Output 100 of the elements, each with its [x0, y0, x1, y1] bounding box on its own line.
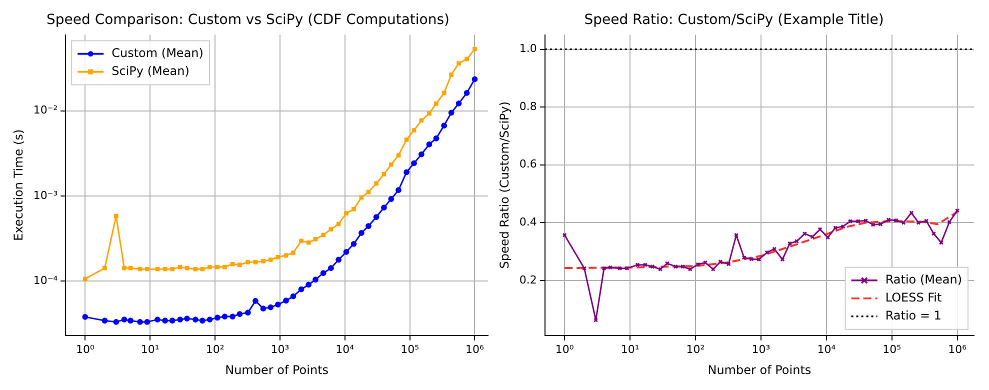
point [344, 211, 348, 216]
point [456, 61, 461, 66]
point [373, 214, 380, 220]
chart-title: Speed Comparison: Custom vs SciPy (CDF Computations) [46, 12, 450, 28]
legend-label: Ratio (Mean) [885, 272, 962, 287]
point [449, 72, 454, 77]
y-tick-label: 1.0 [519, 42, 537, 56]
point [350, 240, 357, 247]
point [328, 265, 334, 272]
point [388, 196, 394, 202]
point [441, 122, 448, 129]
point [434, 102, 438, 106]
point [184, 316, 190, 322]
point [169, 318, 176, 324]
x-axis-title: Number of Points [225, 362, 329, 377]
point [396, 187, 402, 194]
point [343, 248, 350, 255]
point [336, 256, 342, 263]
point [472, 76, 478, 82]
x-tick-label: 10⁴ [817, 342, 836, 356]
point [448, 110, 454, 116]
y-tick-label: 10⁻² [33, 104, 58, 117]
point [283, 298, 289, 304]
x-tick-label: 10⁶ [948, 342, 968, 356]
point [688, 266, 693, 272]
x-tick-label: 10⁵ [882, 342, 902, 356]
point [261, 259, 266, 264]
x-tick-label: 10⁵ [400, 342, 420, 356]
point [268, 304, 274, 310]
point [442, 90, 446, 96]
point [268, 258, 273, 262]
point [177, 316, 184, 323]
y-axis-title: Execution Time (s) [11, 129, 26, 241]
point [154, 316, 160, 323]
point [358, 230, 364, 236]
legend-label: Custom (Mean) [112, 46, 204, 60]
point [411, 160, 417, 166]
point [336, 222, 341, 226]
y-tick-label: 0.6 [519, 158, 537, 171]
point [426, 141, 432, 148]
legend-label: SciPy (Mean) [112, 64, 190, 78]
point [244, 310, 251, 316]
point [848, 218, 852, 224]
point [276, 254, 280, 260]
point [313, 237, 318, 242]
point [162, 266, 168, 272]
point [193, 266, 198, 272]
x-tick-label: 10⁰ [555, 342, 574, 356]
point [312, 276, 318, 283]
point [433, 135, 440, 142]
point [374, 181, 378, 186]
x-tick-label: 10³ [752, 342, 770, 356]
point [214, 314, 220, 321]
point [253, 260, 258, 264]
x-tick-label: 10¹ [620, 342, 640, 356]
point [464, 56, 469, 62]
point [230, 262, 235, 266]
point [412, 128, 416, 132]
x-tick-label: 10³ [270, 342, 290, 356]
point [199, 318, 206, 324]
point [359, 195, 364, 200]
point [464, 90, 470, 96]
y-tick-label: 0.2 [519, 273, 537, 286]
point [260, 306, 266, 312]
point [236, 311, 243, 317]
legend-label: Ratio = 1 [885, 308, 942, 323]
point [382, 172, 386, 176]
point [178, 264, 182, 270]
x-tick-label: 10⁴ [336, 342, 355, 356]
point [396, 153, 401, 158]
point [321, 232, 326, 238]
x-tick-label: 10² [686, 342, 705, 356]
point [427, 111, 432, 116]
point [284, 253, 288, 258]
y-tick-label: 10⁻³ [33, 188, 58, 202]
point [328, 227, 334, 232]
chart-title: Speed Ratio: Custom/SciPy (Example Title) [584, 12, 884, 28]
point [184, 266, 190, 270]
y-tick-label: 0.8 [519, 100, 537, 113]
point [222, 314, 228, 320]
point [404, 169, 410, 176]
x-tick-label: 10⁶ [466, 342, 485, 356]
point [366, 190, 371, 194]
legend-label: LOESS Fit [885, 290, 942, 305]
point [230, 314, 236, 320]
point [162, 318, 168, 324]
point [352, 206, 356, 212]
y-axis-title: Speed Ratio (Custom/SciPy) [497, 101, 512, 269]
point [404, 138, 409, 142]
point [291, 250, 296, 255]
point [252, 298, 258, 304]
point [381, 204, 387, 210]
x-tick-label: 10¹ [140, 342, 160, 356]
point [306, 240, 311, 245]
point [418, 151, 424, 158]
point [419, 118, 424, 123]
x-axis-title: Number of Points [708, 362, 812, 377]
y-tick-label: 10⁻⁴ [33, 274, 58, 287]
point [200, 266, 205, 272]
point [155, 266, 160, 272]
